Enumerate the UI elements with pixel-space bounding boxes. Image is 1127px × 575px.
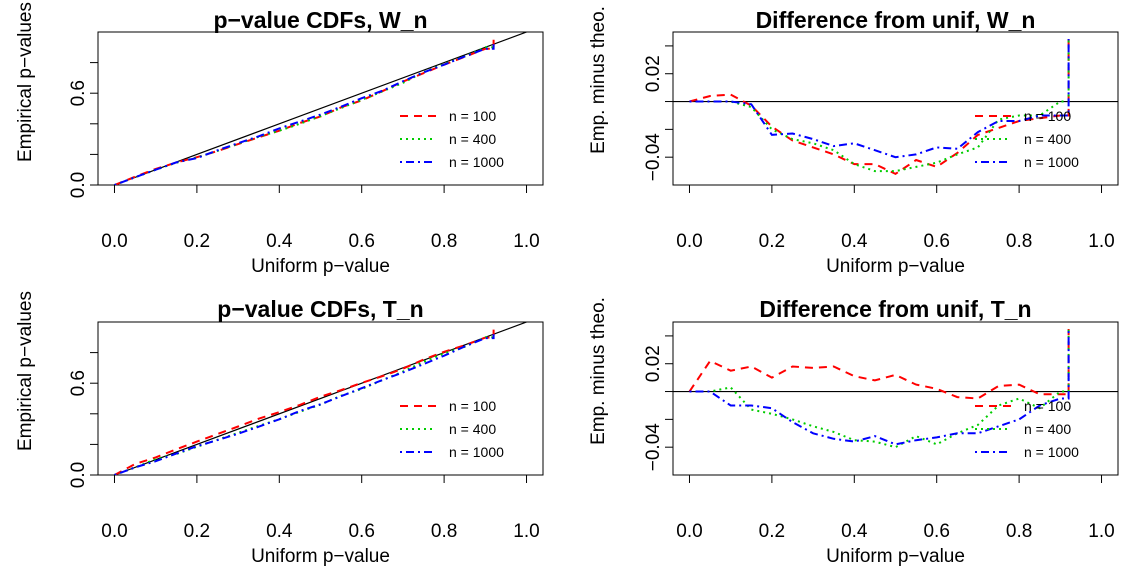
chart-title: Difference from unif, T_n	[759, 296, 1031, 322]
series-line-1	[689, 39, 1070, 176]
x-tick-label: 0.2	[184, 231, 210, 252]
chart-panel-3: p−value CDFs, T_n 0.0 0.2 0.4 0.6 0.8 1.0 Unifo…	[15, 291, 544, 567]
plot-frame	[97, 31, 544, 186]
x-axis-label: Uniform p−value	[826, 256, 965, 277]
y-tick-label: 0.02	[643, 345, 664, 382]
y-axis-label: Empirical p−values	[15, 2, 36, 162]
x-axis-label: Uniform p−value	[826, 546, 965, 567]
y-tick-label: −0.04	[643, 423, 664, 472]
legend-label: n = 1000	[1024, 444, 1079, 460]
legend-label: n = 1000	[449, 154, 504, 170]
x-tick-label: 0.2	[759, 521, 785, 542]
series-line-2	[689, 39, 1070, 173]
y-tick-label: 0.0	[68, 462, 89, 488]
legend-label: n = 100	[449, 108, 496, 124]
series-line-3	[689, 329, 1070, 446]
x-tick-label: 0.4	[266, 521, 293, 542]
legend-label: n = 100	[449, 398, 496, 414]
y-tick-label: −0.04	[643, 133, 664, 182]
chart-title: Difference from unif, W_n	[756, 7, 1036, 33]
chart-title: p−value CDFs, W_n	[213, 7, 427, 33]
legend-label: n = 400	[1024, 131, 1071, 147]
y-axis-label: Emp. minus theo.	[588, 6, 609, 154]
chart-panel-1: p−value CDFs, W_n 0.0 0.2 0.4 0.6 0.8 1.0 Unifo…	[15, 2, 544, 277]
x-tick-label: 0.6	[348, 231, 374, 252]
x-tick-label: 0.0	[676, 231, 702, 252]
series-line-3	[689, 39, 1070, 159]
x-tick-label: 0.8	[1006, 231, 1032, 252]
x-tick-label: 0.0	[101, 521, 127, 542]
x-tick-label: 0.0	[676, 521, 702, 542]
plot-frame	[672, 321, 1119, 476]
x-axis-label: Uniform p−value	[251, 256, 390, 277]
x-tick-label: 0.8	[1006, 521, 1032, 542]
x-tick-label: 1.0	[1088, 231, 1114, 252]
legend-label: n = 1000	[449, 444, 504, 460]
y-tick-label: 0.0	[68, 172, 89, 198]
x-tick-label: 0.6	[348, 521, 374, 542]
legend-label: n = 100	[1024, 398, 1071, 414]
series-line-3	[114, 334, 495, 475]
series-line-3	[114, 44, 495, 185]
plot-frame	[97, 321, 544, 476]
legend-label: n = 400	[449, 131, 496, 147]
legend-label: n = 100	[1024, 108, 1071, 124]
y-axis-label: Emp. minus theo.	[588, 297, 609, 445]
y-tick-label: 0.6	[68, 80, 89, 106]
chart-panel-4: Difference from unif, T_n 0.0 0.2 0.4 0.6 0.8…	[588, 296, 1119, 567]
x-tick-label: 0.4	[841, 521, 868, 542]
plot-frame	[672, 31, 1119, 186]
y-axis-label: Empirical p−values	[15, 291, 36, 451]
chart-title: p−value CDFs, T_n	[217, 296, 423, 322]
x-tick-label: 0.4	[266, 231, 293, 252]
series-line-1	[688, 329, 1070, 400]
x-tick-label: 1.0	[513, 521, 539, 542]
series-line-2	[689, 329, 1070, 449]
x-tick-label: 0.6	[923, 231, 949, 252]
series-line-1	[114, 329, 495, 475]
chart-panel-2: Difference from unif, W_n 0.0 0.2 0.4 0.6 0.8…	[588, 6, 1119, 277]
x-tick-label: 1.0	[513, 231, 539, 252]
x-tick-label: 0.8	[431, 231, 457, 252]
x-tick-label: 0.6	[923, 521, 949, 542]
x-axis-label: Uniform p−value	[251, 546, 390, 567]
x-tick-label: 0.2	[184, 521, 210, 542]
legend-label: n = 1000	[1024, 154, 1079, 170]
x-tick-label: 0.2	[759, 231, 785, 252]
x-tick-label: 0.8	[431, 521, 457, 542]
legend-label: n = 400	[1024, 421, 1071, 437]
x-tick-label: 0.4	[841, 231, 868, 252]
x-tick-label: 0.0	[101, 231, 127, 252]
legend-label: n = 400	[449, 421, 496, 437]
y-tick-label: 0.02	[643, 55, 664, 92]
x-tick-label: 1.0	[1088, 521, 1114, 542]
y-tick-label: 0.6	[68, 370, 89, 396]
